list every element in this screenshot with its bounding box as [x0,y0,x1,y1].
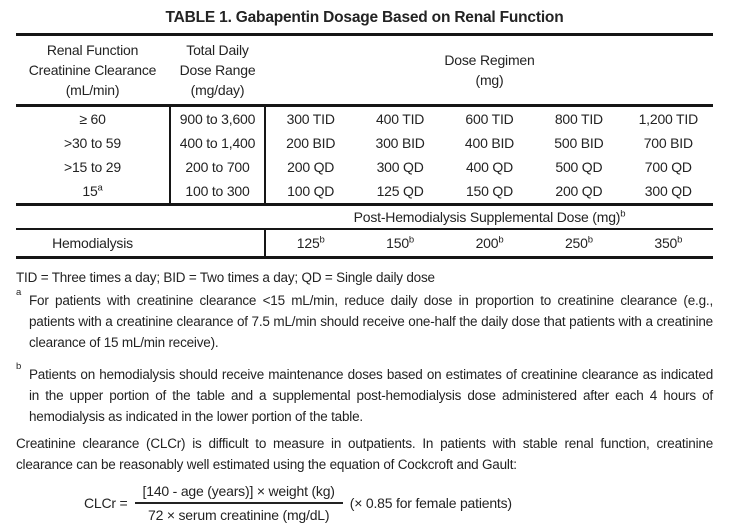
cell-clearance: ≥ 60 [16,107,169,131]
cockcroft-gault-formula: CLCr = [140 - age (years)] × weight (kg)… [84,482,713,524]
post-hemodialysis-header-row: Post-Hemodialysis Supplemental Dose (mg)… [16,206,713,228]
col-header-total-daily-dose: Total Daily Dose Range (mg/day) [179,42,256,98]
cell-dose: 100 QD [287,183,335,199]
footnote-a: a For patients with creatinine clearance… [16,287,713,350]
abbreviations-note: TID = Three times a day; BID = Two times… [16,270,435,285]
col-header-dose-regimen: Dose Regimen (mg) [444,52,535,88]
cell-dose-range: 400 to 1,400 [169,131,266,155]
clearance-value: >15 to 29 [64,159,121,175]
formula-female-factor: (× 0.85 for female patients) [349,495,512,511]
cell-supplemental-dose: 350b [624,230,713,256]
cell-dose-range: 900 to 3,600 [169,107,266,131]
rule-under-data-rows [16,203,713,206]
cell-dose: 300 TID [286,111,335,127]
cell-dose: 700 QD [644,159,692,175]
table-row: >15 to 29 200 to 700 200 QD 300 QD 400 Q… [16,155,713,179]
cell-dose: 700 BID [643,135,693,151]
col-header-renal-function: Renal Function Creatinine Clearance (mL/… [28,42,157,98]
footnotes-section: TID = Three times a day; BID = Two times… [16,267,713,427]
cell-dose: 400 QD [465,159,514,175]
post-hemodialysis-text: Post-Hemodialysis Supplemental Dose (mg) [353,209,621,225]
supplemental-dose-value: 125 [296,235,320,251]
formula-numerator: [140 - age (years)] × weight (kg) [142,483,335,499]
cell-dose: 400 TID [376,111,425,127]
hemodialysis-row: Hemodialysis 125b 150b 200b 250b 350b [16,230,713,256]
formula-denominator: 72 × serum creatinine (mg/dL) [134,502,343,524]
clcr-paragraph: Creatinine clearance (CLCr) is difficult… [16,436,713,472]
cell-dose-range: 200 to 700 [169,155,266,179]
cell-dose: 300 QD [644,183,692,199]
supplemental-dose-value: 150 [386,235,409,251]
rule-under-post-hemodialysis [16,228,713,230]
cell-dose: 1,200 TID [638,111,699,127]
footnote-b: b Patients on hemodialysis should receiv… [16,361,713,424]
supplemental-dose-value: 200 [475,235,499,251]
cell-clearance: >15 to 29 [16,155,169,179]
rule-under-header [16,104,713,107]
cell-supplemental-dose: 125b [266,230,355,256]
supplemental-dose-sup: b [677,234,683,246]
table-row: ≥ 60 900 to 3,600 300 TID 400 TID 600 TI… [16,107,713,131]
cell-dose: 200 QD [555,183,603,199]
formula-lhs: CLCr = [84,495,128,511]
post-hemodialysis-sup: b [620,208,626,220]
cell-clearance: 15a [16,179,169,203]
supplemental-dose-sup: b [498,234,504,246]
clearance-value: ≥ 60 [79,111,106,127]
supplemental-dose-value: 250 [564,235,588,251]
rule-bottom [16,256,713,259]
cell-dose: 600 TID [465,111,514,127]
formula-fraction: [140 - age (years)] × weight (kg) 72 × s… [134,482,343,524]
cell-supplemental-dose: 150b [355,230,444,256]
supplemental-dose-sup: b [408,234,415,246]
document-page: TABLE 1. Gabapentin Dosage Based on Rena… [16,9,713,523]
cell-dose-range: 100 to 300 [169,179,266,203]
rule-top [16,33,713,36]
cell-dose: 800 TID [554,111,603,127]
table-title: TABLE 1. Gabapentin Dosage Based on Rena… [165,9,564,26]
cell-dose: 300 BID [375,135,425,151]
cell-dose: 125 QD [376,183,424,199]
post-hemodialysis-label: Post-Hemodialysis Supplemental Dose (mg)… [266,206,713,228]
cell-supplemental-dose: 250b [534,230,623,256]
header-row: Renal Function Creatinine Clearance (mL/… [16,36,713,104]
cell-clearance: >30 to 59 [16,131,169,155]
clearance-footnote-sup: a [97,182,103,194]
cell-dose: 200 BID [286,135,336,151]
table-row: >30 to 59 400 to 1,400 200 BID 300 BID 4… [16,131,713,155]
cell-dose: 500 BID [554,135,604,151]
table-row: 15a 100 to 300 100 QD 125 QD 150 QD 200 … [16,179,713,203]
dosage-table: Renal Function Creatinine Clearance (mL/… [16,33,713,259]
cell-dose: 300 QD [376,159,424,175]
supplemental-dose-sup: b [319,234,325,246]
post-hemodialysis-spacer [16,206,266,228]
clearance-value: 15 [82,183,98,199]
footnote-a-text: For patients with creatinine clearance <… [29,293,713,350]
cell-dose: 200 QD [287,159,335,175]
supplemental-dose-value: 350 [654,235,678,251]
cell-dose: 400 BID [464,135,515,151]
hemodialysis-spacer [169,230,266,256]
cell-dose: 500 QD [555,159,603,175]
cell-supplemental-dose: 200b [445,230,534,256]
footnote-b-text: Patients on hemodialysis should receive … [29,367,713,424]
clearance-value: >30 to 59 [64,135,121,151]
cell-dose: 150 QD [465,183,514,199]
cell-hemodialysis-label: Hemodialysis [52,235,133,251]
supplemental-dose-sup: b [587,234,593,246]
